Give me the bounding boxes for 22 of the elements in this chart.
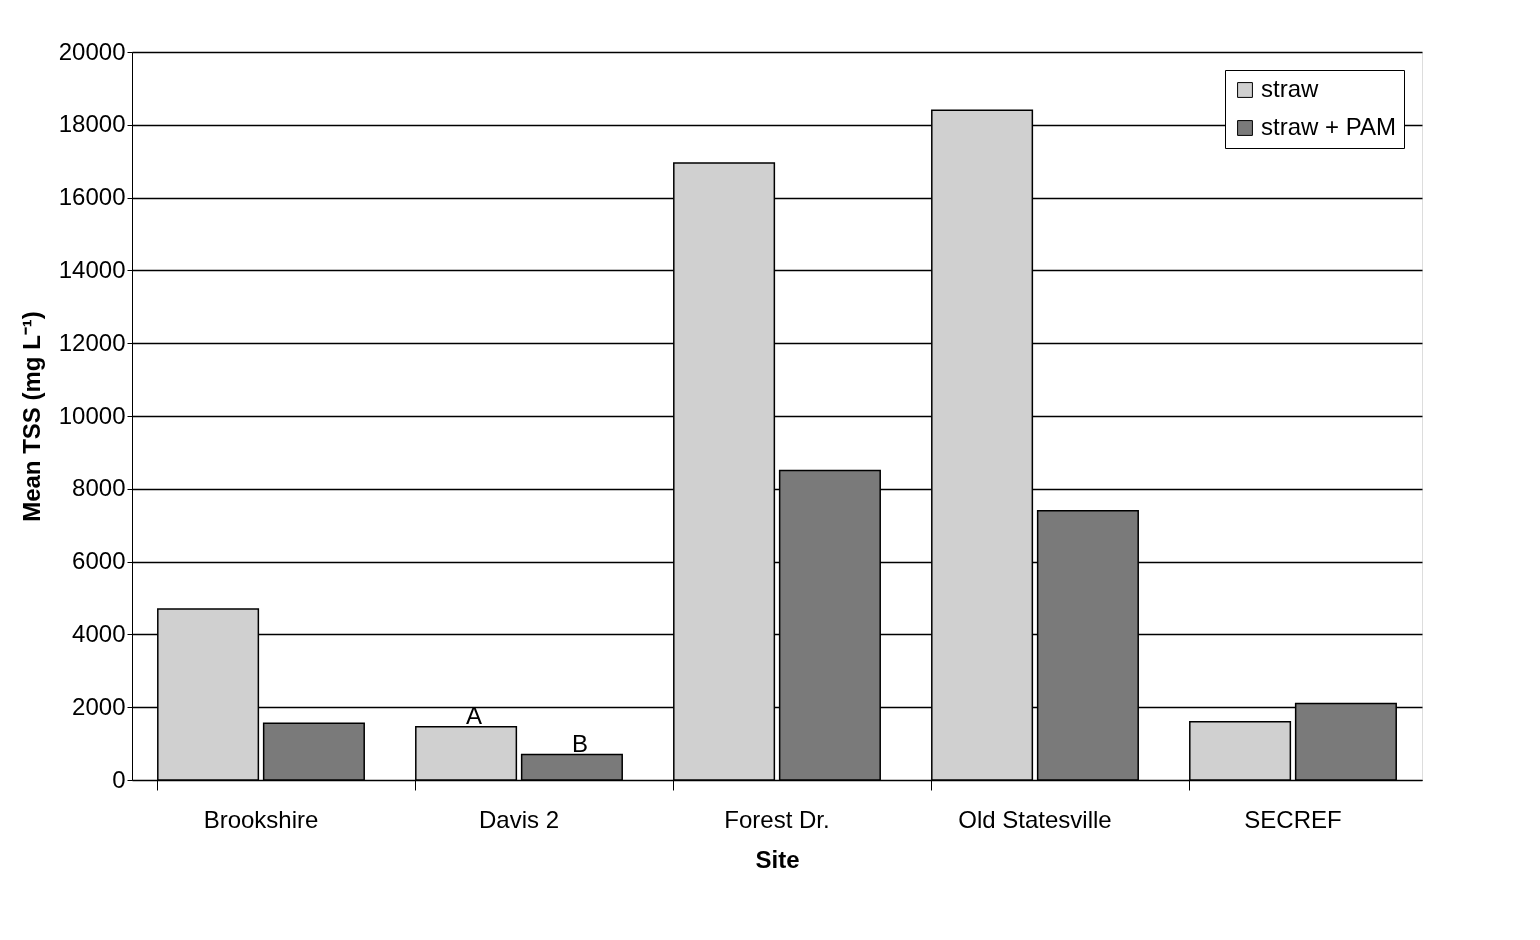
legend-label: straw + PAM [1261, 113, 1396, 140]
y-tick-label: 4000 [72, 619, 126, 647]
y-tick-label: 0 [112, 765, 126, 793]
y-tick-label: 20000 [58, 37, 126, 65]
y-tick-label: 18000 [58, 110, 126, 138]
x-axis-title: Site [755, 845, 800, 873]
y-axis-title: Mean TSS (mg L⁻¹) [17, 311, 45, 522]
y-tick-label: 6000 [72, 547, 126, 575]
x-tick-label: Old Statesville [958, 805, 1112, 833]
x-tick-label: Davis 2 [478, 805, 560, 833]
annotation: B [571, 729, 588, 757]
annotation: A [466, 701, 483, 729]
legend-label: straw [1261, 75, 1320, 102]
x-tick-label: Brookshire [203, 805, 319, 833]
y-tick-label: 2000 [72, 692, 126, 720]
x-tick-label: SECREF [1244, 805, 1342, 833]
y-tick-label: 10000 [58, 401, 126, 429]
x-tick-label: Forest Dr. [724, 805, 830, 833]
y-tick-label: 14000 [58, 255, 126, 283]
y-tick-label: 16000 [58, 183, 126, 211]
y-tick-label: 8000 [72, 474, 126, 502]
y-tick-label: 12000 [58, 328, 126, 356]
